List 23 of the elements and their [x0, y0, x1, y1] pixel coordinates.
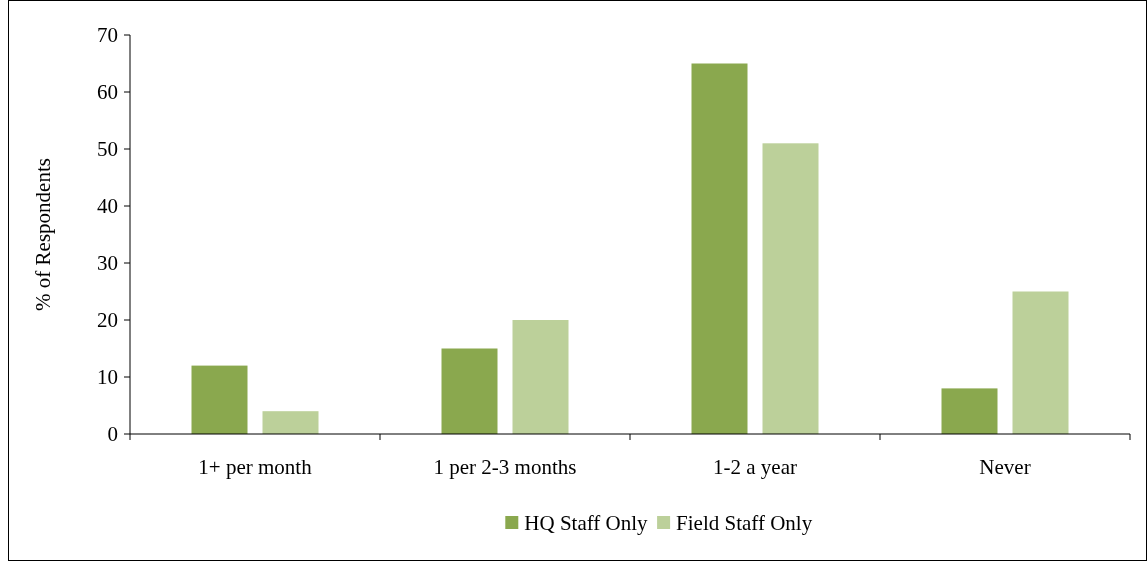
- legend-label: Field Staff Only: [676, 511, 813, 536]
- y-tick-label: 0: [107, 422, 118, 447]
- x-tick-label: Never: [979, 455, 1031, 479]
- y-tick-label: 60: [97, 80, 118, 105]
- y-tick-label: 10: [97, 365, 118, 390]
- y-tick-label: 20: [97, 308, 118, 333]
- bar: [1012, 291, 1069, 434]
- y-axis-title: % of Respondents: [31, 158, 55, 311]
- bar: [441, 348, 498, 434]
- y-tick-label: 30: [97, 251, 118, 276]
- x-tick-label: 1 per 2-3 months: [433, 455, 577, 479]
- legend-label: HQ Staff Only: [524, 511, 649, 536]
- bar: [262, 411, 319, 434]
- y-tick-label: 50: [97, 137, 118, 162]
- bar: [941, 388, 998, 434]
- x-tick-label: 1+ per month: [198, 455, 313, 479]
- bar: [691, 63, 748, 434]
- bar: [762, 143, 819, 434]
- bar: [191, 365, 248, 434]
- x-tick-label: 1-2 a year: [713, 455, 797, 479]
- bar: [512, 320, 569, 434]
- y-tick-label: 70: [97, 23, 118, 48]
- y-tick-label: 40: [97, 194, 118, 219]
